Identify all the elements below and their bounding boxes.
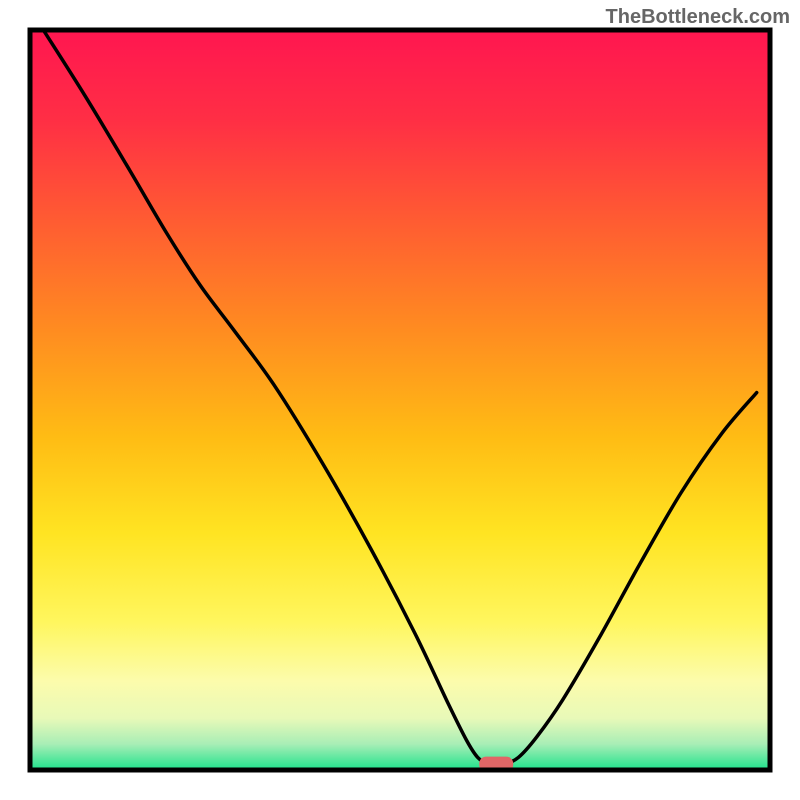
plot-area [30, 30, 770, 772]
bottleneck-chart [0, 0, 800, 800]
chart-container: TheBottleneck.com [0, 0, 800, 800]
gradient-background [30, 30, 770, 770]
watermark-text: TheBottleneck.com [606, 6, 790, 29]
